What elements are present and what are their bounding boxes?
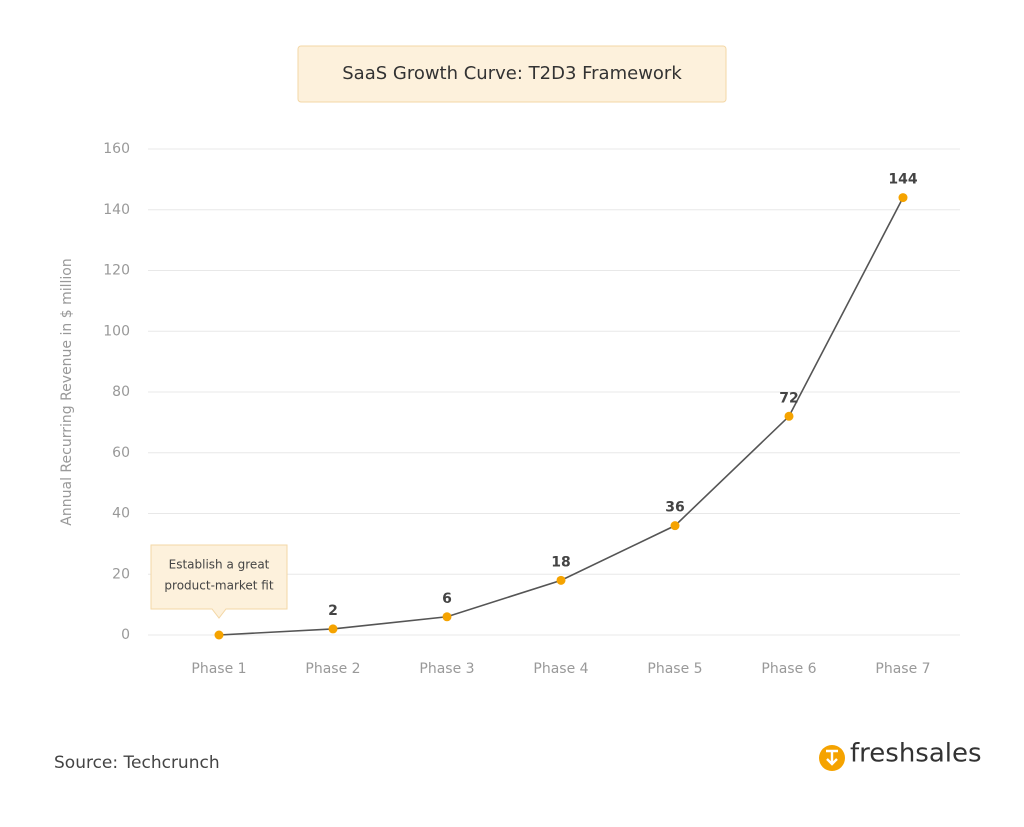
y-tick-label: 60 <box>112 445 130 461</box>
x-tick-label: Phase 5 <box>647 661 702 677</box>
x-tick-label: Phase 2 <box>305 661 360 677</box>
logo-glyph <box>826 749 838 766</box>
data-label: 144 <box>888 172 917 188</box>
title-box <box>297 45 727 103</box>
point <box>328 624 338 634</box>
chart-title: SaaS Growth Curve: T2D3 Framework <box>342 63 682 84</box>
point <box>670 521 680 531</box>
annotation: Establish a great product-market fit <box>150 544 288 619</box>
source: Source: Techcrunch <box>54 753 220 773</box>
y-tick-label: 20 <box>112 566 130 582</box>
data-label: 6 <box>442 591 452 607</box>
x-tick-label: Phase 7 <box>875 661 930 677</box>
point <box>784 411 794 421</box>
y-tick-label: 80 <box>112 384 130 400</box>
annotation-box <box>150 544 288 619</box>
brand: freshsales <box>850 739 982 769</box>
x-tick-label: Phase 6 <box>761 661 816 677</box>
point <box>214 630 224 640</box>
y-tick-label: 160 <box>103 141 130 157</box>
data-label: 18 <box>551 554 570 570</box>
y-tick-label: 120 <box>103 263 130 279</box>
point <box>556 575 566 585</box>
point <box>442 612 452 622</box>
annotation-text: Establish a great <box>169 558 270 572</box>
data-label: 2 <box>328 603 338 619</box>
y-tick-label: 100 <box>103 323 130 339</box>
y-axis-label: Annual Recurring Revenue in $ million <box>59 258 75 525</box>
data-label: 72 <box>779 390 798 406</box>
x-tick-label: Phase 4 <box>533 661 588 677</box>
y-tick-label: 140 <box>103 202 130 218</box>
logo: freshsales <box>819 739 982 771</box>
y-tick-label: 0 <box>121 627 130 643</box>
y-tick-label: 40 <box>112 506 130 522</box>
x-tick-label: Phase 3 <box>419 661 474 677</box>
data-label: 36 <box>665 500 684 516</box>
point <box>898 193 908 203</box>
x-tick-label: Phase 1 <box>191 661 246 677</box>
annotation-text: product-market fit <box>164 579 273 593</box>
